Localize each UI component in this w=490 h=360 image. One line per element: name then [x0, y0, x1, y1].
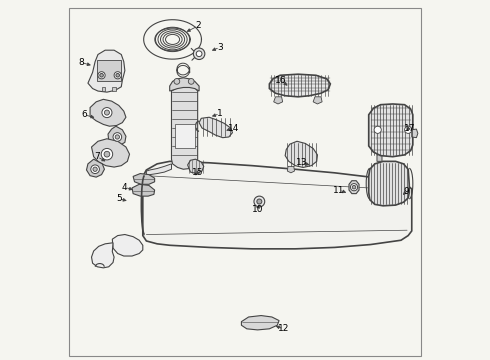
Circle shape	[374, 126, 381, 134]
Text: 1: 1	[217, 109, 223, 118]
Text: 7: 7	[95, 152, 100, 161]
Circle shape	[104, 110, 109, 115]
Circle shape	[100, 73, 103, 77]
Text: 12: 12	[278, 324, 290, 333]
Polygon shape	[133, 174, 155, 184]
Circle shape	[405, 126, 412, 134]
Text: 8: 8	[78, 58, 84, 67]
Circle shape	[254, 196, 265, 207]
Polygon shape	[274, 97, 283, 104]
Circle shape	[188, 78, 194, 84]
Circle shape	[102, 108, 112, 118]
Polygon shape	[270, 74, 330, 97]
Text: 4: 4	[122, 183, 128, 192]
Circle shape	[115, 135, 120, 139]
Polygon shape	[377, 153, 382, 161]
Polygon shape	[132, 184, 155, 196]
Polygon shape	[285, 141, 318, 167]
Text: 11: 11	[333, 185, 344, 194]
Polygon shape	[188, 159, 204, 174]
Polygon shape	[101, 87, 105, 91]
Text: 15: 15	[192, 168, 203, 177]
Text: 10: 10	[252, 205, 263, 214]
Polygon shape	[170, 78, 199, 91]
Circle shape	[196, 51, 202, 57]
Circle shape	[98, 72, 105, 79]
Polygon shape	[87, 159, 104, 177]
Polygon shape	[92, 243, 114, 268]
Text: 16: 16	[275, 76, 287, 85]
Text: 5: 5	[116, 194, 122, 203]
Polygon shape	[112, 87, 116, 91]
Polygon shape	[349, 181, 359, 194]
Circle shape	[104, 151, 110, 157]
Text: 17: 17	[403, 123, 415, 132]
Text: 3: 3	[217, 43, 223, 52]
Circle shape	[174, 78, 180, 84]
Text: 13: 13	[296, 158, 307, 167]
Circle shape	[113, 133, 122, 141]
Polygon shape	[90, 99, 126, 126]
Polygon shape	[172, 86, 197, 169]
Text: 9: 9	[403, 187, 409, 196]
Polygon shape	[199, 117, 232, 138]
Text: 6: 6	[81, 110, 87, 119]
Polygon shape	[92, 139, 129, 167]
Circle shape	[116, 73, 120, 77]
Circle shape	[101, 148, 113, 160]
Circle shape	[91, 165, 99, 174]
Polygon shape	[242, 316, 279, 330]
Polygon shape	[412, 129, 418, 138]
Circle shape	[350, 184, 358, 191]
Polygon shape	[313, 97, 322, 104]
Circle shape	[257, 199, 262, 204]
Circle shape	[194, 48, 205, 59]
FancyBboxPatch shape	[175, 125, 195, 148]
Polygon shape	[88, 50, 125, 92]
Polygon shape	[368, 104, 413, 157]
Polygon shape	[112, 234, 143, 256]
Circle shape	[93, 167, 97, 171]
Text: 2: 2	[196, 21, 201, 30]
Polygon shape	[108, 126, 126, 145]
Polygon shape	[368, 161, 409, 206]
Polygon shape	[147, 164, 172, 176]
Polygon shape	[143, 161, 412, 249]
Polygon shape	[97, 60, 122, 81]
Polygon shape	[287, 166, 294, 173]
Circle shape	[352, 185, 356, 189]
Circle shape	[114, 72, 122, 79]
Text: 14: 14	[228, 123, 239, 132]
